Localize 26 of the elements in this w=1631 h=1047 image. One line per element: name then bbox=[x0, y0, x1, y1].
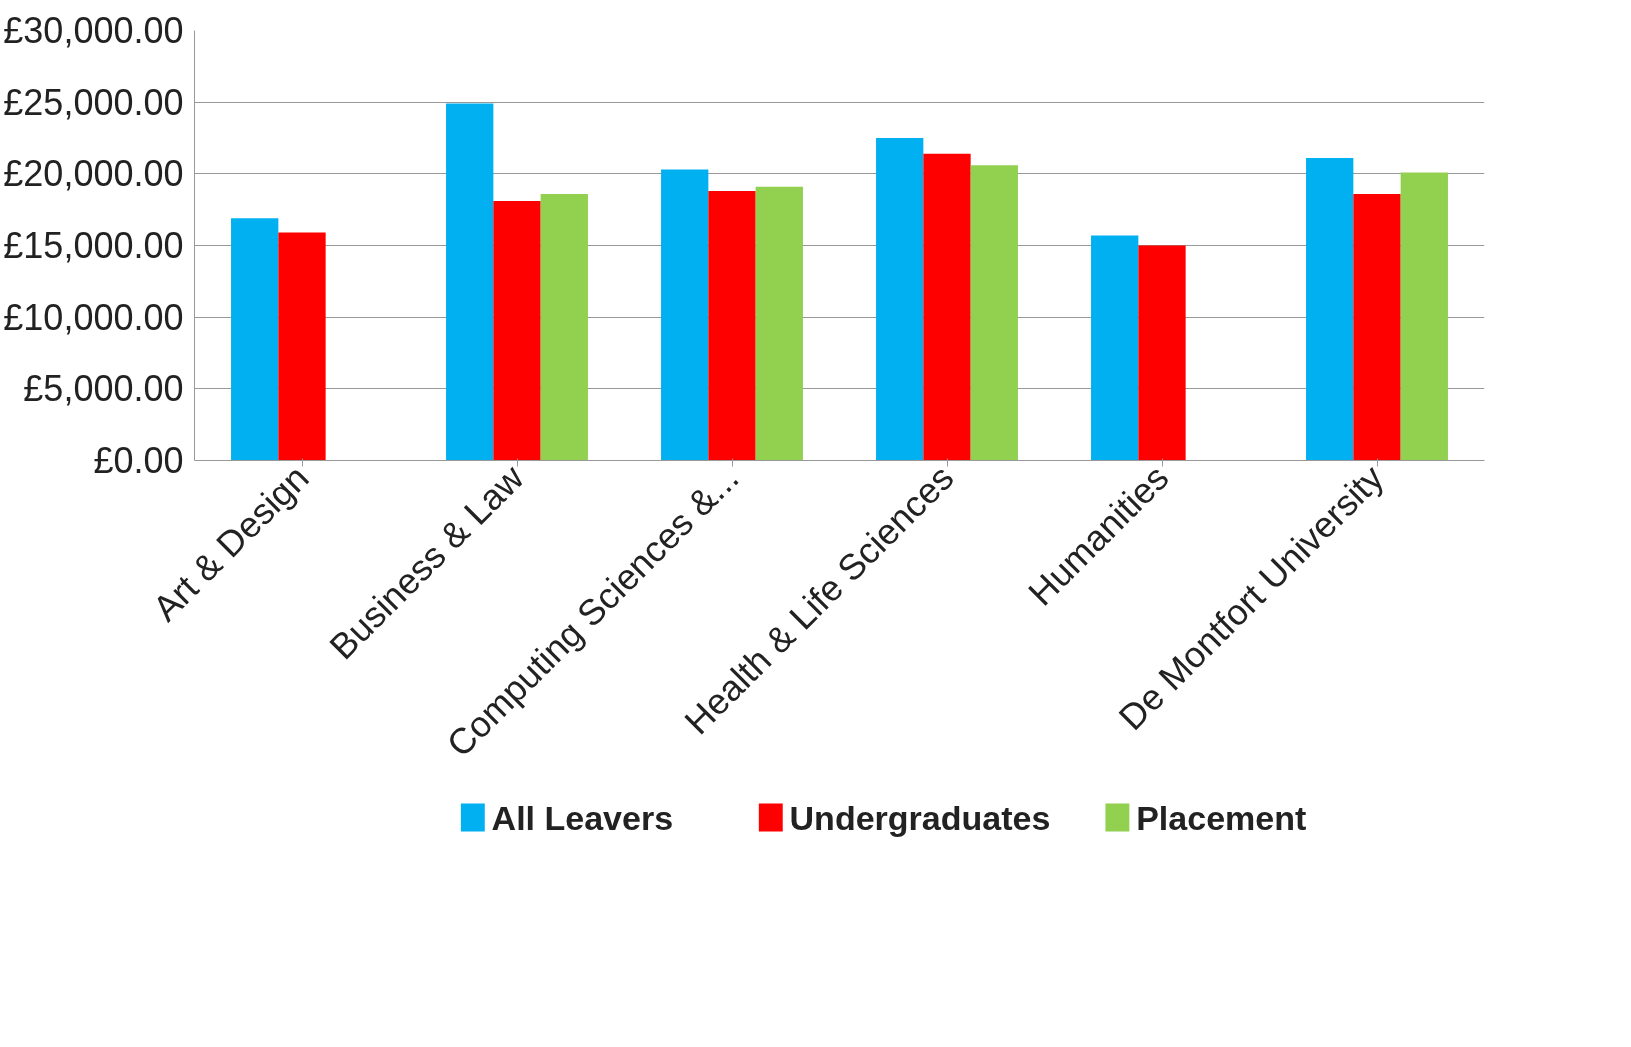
y-tick-label: £0.00 bbox=[93, 440, 184, 481]
bar bbox=[970, 165, 1018, 461]
bar bbox=[231, 218, 279, 461]
y-tick-label: £15,000.00 bbox=[3, 225, 184, 266]
bar bbox=[540, 193, 588, 461]
bar bbox=[876, 138, 924, 461]
y-tick-label: £5,000.00 bbox=[23, 368, 184, 410]
bar bbox=[446, 103, 494, 461]
bar bbox=[1138, 245, 1186, 461]
bar bbox=[755, 186, 803, 461]
bar bbox=[1353, 193, 1401, 461]
y-tick-label: £10,000.00 bbox=[3, 296, 184, 338]
bar bbox=[493, 201, 541, 461]
bar bbox=[1091, 235, 1139, 461]
y-tick-label: £30,000.00 bbox=[3, 10, 184, 51]
bar bbox=[708, 191, 756, 461]
y-tick-label: £20,000.00 bbox=[3, 153, 184, 195]
bar bbox=[1400, 172, 1448, 461]
bar bbox=[278, 232, 326, 461]
bar bbox=[1306, 158, 1354, 461]
bar bbox=[661, 169, 709, 461]
y-tick-label: £25,000.00 bbox=[3, 81, 184, 123]
legend-label: Undergraduates bbox=[789, 798, 1051, 837]
legend-label: Placement bbox=[1136, 798, 1307, 837]
bar bbox=[923, 153, 971, 461]
legend-label: All Leavers bbox=[491, 798, 674, 837]
